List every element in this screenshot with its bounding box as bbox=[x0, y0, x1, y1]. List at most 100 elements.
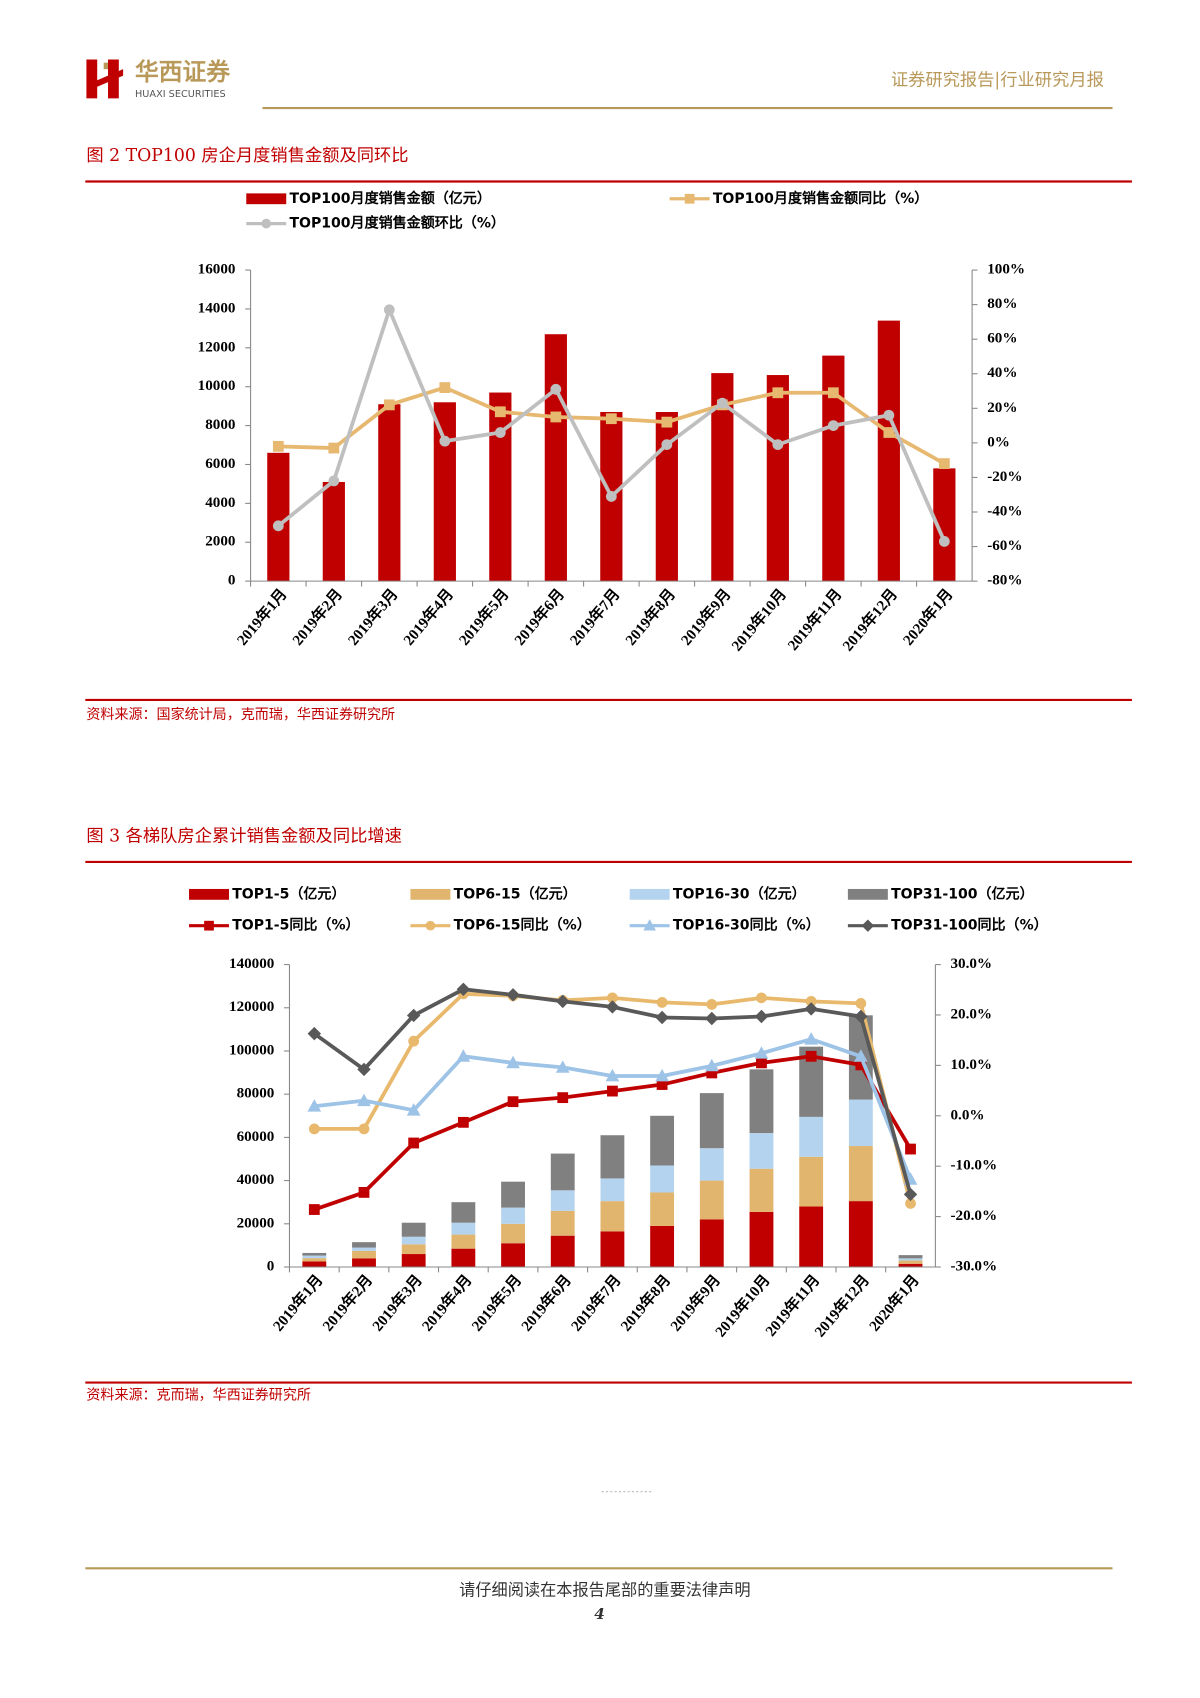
marker bbox=[406, 1008, 421, 1023]
x-tick-label: 2019年8月 bbox=[617, 1271, 674, 1335]
y2-tick-label: 10.0% bbox=[950, 1057, 992, 1073]
x-tick-label: 2019年2月 bbox=[319, 1271, 376, 1335]
marker bbox=[607, 1085, 618, 1097]
marker bbox=[883, 427, 895, 438]
marker bbox=[605, 413, 617, 425]
x-tick-label: 2019年10月 bbox=[728, 585, 790, 654]
legend-swatch bbox=[629, 888, 670, 900]
logo bbox=[86, 59, 124, 99]
bar bbox=[848, 1099, 873, 1147]
marker bbox=[805, 1050, 817, 1062]
marker bbox=[655, 1010, 669, 1025]
bar bbox=[600, 1135, 625, 1179]
marker bbox=[772, 439, 784, 451]
y-tick-label: 16000 bbox=[198, 262, 236, 278]
marker bbox=[804, 1032, 819, 1045]
bar bbox=[650, 1115, 675, 1166]
marker bbox=[661, 439, 673, 451]
marker bbox=[605, 491, 617, 502]
legend-label: TOP100月度销售金额同比（%） bbox=[713, 190, 928, 207]
x-tick-label: 2019年5月 bbox=[468, 1271, 525, 1335]
marker bbox=[705, 1011, 719, 1026]
figure-caption: 图 2 TOP100 房企月度销售金额及同环比 bbox=[86, 146, 408, 166]
bar bbox=[501, 1207, 525, 1224]
marker bbox=[556, 994, 570, 1009]
x-tick-label: 2019年1月 bbox=[233, 585, 290, 649]
marker bbox=[861, 919, 875, 932]
marker bbox=[804, 1002, 818, 1016]
bar bbox=[302, 1261, 327, 1268]
y2-tick-label: 0% bbox=[987, 434, 1010, 450]
x-tick-label: 2019年5月 bbox=[455, 585, 512, 649]
y2-tick-label: -30.0% bbox=[950, 1258, 997, 1274]
marker bbox=[308, 1123, 320, 1135]
legend-label: TOP6-15（亿元） bbox=[454, 885, 577, 902]
y-tick-label: 80000 bbox=[237, 1086, 275, 1102]
marker bbox=[494, 427, 506, 438]
marker bbox=[439, 382, 451, 393]
y2-tick-label: 80% bbox=[987, 296, 1017, 312]
legend-label: TOP16-30同比（%） bbox=[673, 917, 820, 934]
y-tick-label: 120000 bbox=[229, 999, 274, 1015]
page-number: 4 bbox=[594, 1605, 605, 1623]
marker bbox=[357, 1062, 371, 1077]
marker bbox=[643, 919, 657, 931]
marker bbox=[272, 520, 284, 532]
x-tick-label: 2019年3月 bbox=[344, 585, 401, 649]
marker bbox=[716, 397, 728, 409]
y2-tick-label: -20% bbox=[987, 469, 1022, 485]
bar bbox=[877, 320, 900, 582]
marker bbox=[408, 1035, 420, 1047]
legend-label: TOP6-15同比（%） bbox=[454, 917, 591, 934]
marker bbox=[494, 406, 506, 418]
legend-swatch bbox=[847, 888, 888, 900]
marker bbox=[557, 1092, 569, 1104]
marker bbox=[772, 387, 784, 399]
marker bbox=[756, 992, 767, 1004]
marker bbox=[854, 1009, 868, 1024]
figure-source: 资料来源：国家统计局，克而瑞，华西证券研究所 bbox=[86, 706, 395, 723]
marker bbox=[550, 383, 562, 395]
y-tick-label: 8000 bbox=[205, 417, 235, 433]
x-tick-label: 2019年4月 bbox=[400, 585, 457, 649]
bar bbox=[600, 1201, 625, 1232]
brand-en: HUAXI SECURITIES bbox=[135, 89, 226, 100]
marker bbox=[506, 1055, 520, 1069]
x-tick-label: 2019年2月 bbox=[289, 585, 346, 649]
bar bbox=[401, 1254, 426, 1268]
marker bbox=[827, 420, 839, 431]
bar bbox=[822, 355, 845, 582]
bar bbox=[352, 1250, 376, 1259]
marker bbox=[605, 1000, 620, 1014]
legend-label: TOP1-5同比（%） bbox=[232, 917, 359, 934]
bar bbox=[655, 411, 678, 582]
x-tick-label: 2019年1月 bbox=[269, 1271, 326, 1335]
y2-tick-label: -10.0% bbox=[950, 1158, 997, 1174]
x-tick-label: 2019年9月 bbox=[677, 585, 734, 649]
marker bbox=[272, 440, 284, 452]
bar bbox=[848, 1146, 873, 1202]
figure-source: 资料来源：克而瑞，华西证券研究所 bbox=[86, 1388, 310, 1404]
report-type: 证券研究报告|行业研究月报 bbox=[891, 71, 1104, 91]
marker bbox=[358, 1123, 370, 1135]
bar bbox=[898, 1258, 923, 1261]
legend-swatch bbox=[410, 888, 451, 900]
bar bbox=[544, 334, 567, 582]
bar bbox=[699, 1093, 724, 1149]
x-tick-label: 2019年6月 bbox=[511, 585, 568, 649]
bar bbox=[749, 1133, 774, 1169]
y2-tick-label: 30.0% bbox=[950, 956, 992, 972]
bar bbox=[302, 1258, 327, 1262]
bar bbox=[699, 1180, 724, 1220]
marker bbox=[425, 920, 436, 931]
brand: 华西证券 bbox=[135, 58, 231, 86]
bar bbox=[352, 1247, 376, 1251]
bar bbox=[451, 1248, 476, 1268]
marker bbox=[408, 1137, 420, 1149]
x-tick-label: 2019年12月 bbox=[839, 585, 901, 654]
bar bbox=[749, 1168, 774, 1212]
bar bbox=[933, 468, 956, 582]
marker bbox=[456, 982, 471, 996]
y-tick-label: 60000 bbox=[237, 1129, 275, 1145]
